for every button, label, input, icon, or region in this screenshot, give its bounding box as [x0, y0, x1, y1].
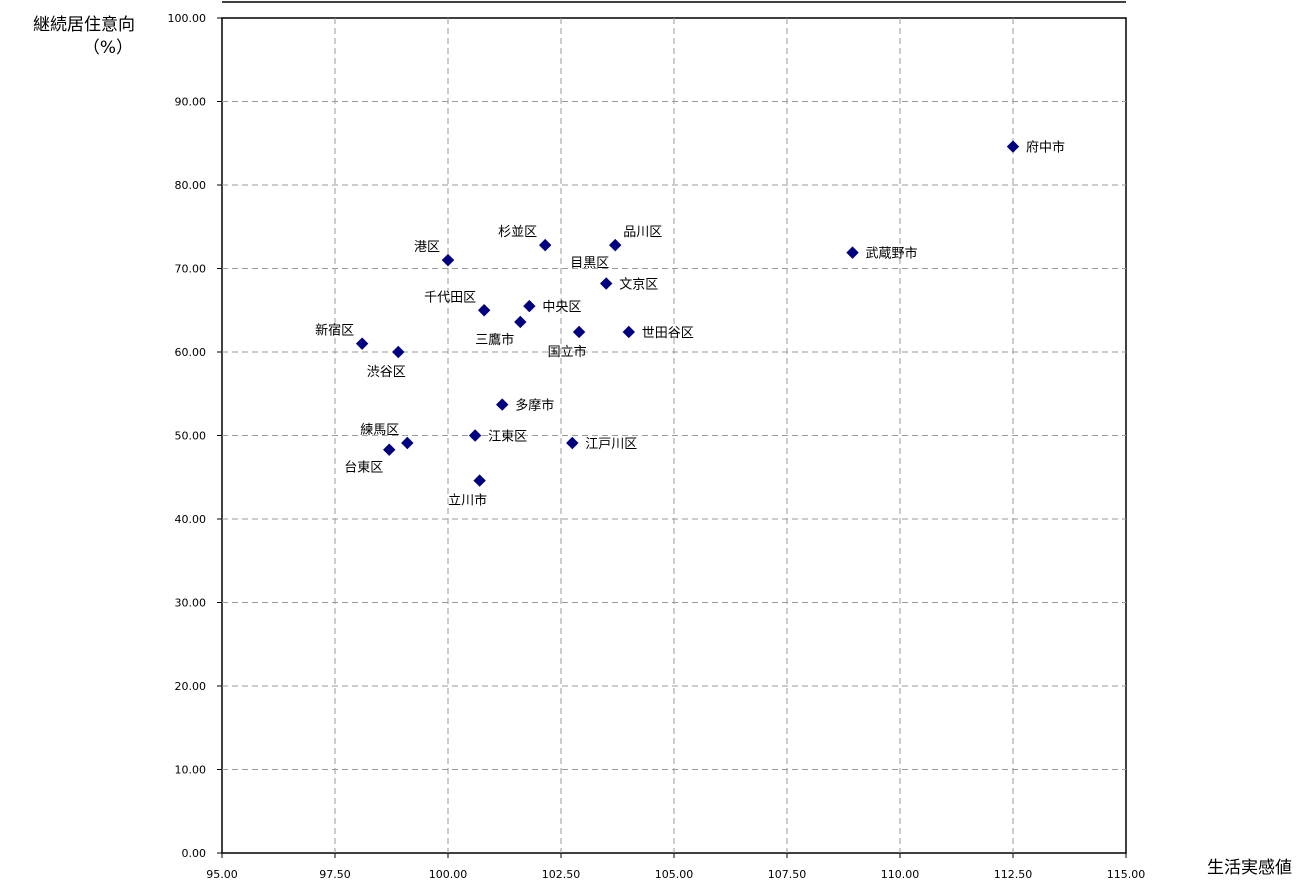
- data-point-marker: [572, 325, 586, 339]
- y-axis-title: 継続居住意向: [33, 15, 135, 35]
- y-tick-label: 80.00: [175, 179, 207, 192]
- data-point-label: 練馬区: [360, 423, 399, 438]
- data-point-label: 三鷹市: [475, 332, 514, 348]
- y-axis-ticks: 0.00 10.00 20.00 30.00 40.00 50.00 60.00 70.00 8…: [168, 12, 222, 860]
- data-point-label: 江東区: [488, 429, 527, 445]
- data-point-marker: [566, 436, 579, 450]
- y-tick-label: 20.00: [175, 680, 207, 693]
- y-tick-label: 60.00: [175, 346, 207, 359]
- data-point-marker: [622, 325, 636, 339]
- data-point-label: 目黒区: [570, 256, 609, 271]
- x-axis-ticks: 95.00 97.50 100.00 102.50 105.00 107.50 110.00…: [206, 853, 1146, 881]
- data-point-label: 台東区: [344, 460, 383, 476]
- data-point-label: 新宿区: [315, 323, 354, 339]
- data-point-marker: [599, 277, 613, 290]
- data-point-label: 立川市: [448, 493, 487, 509]
- x-tick-label: 107.50: [768, 868, 807, 878]
- data-point-label: 世田谷区: [642, 326, 694, 341]
- data-point-label: 千代田区: [424, 290, 476, 305]
- y-tick-label: 50.00: [175, 430, 207, 443]
- data-point-marker: [477, 304, 491, 317]
- data-point-label: 品川区: [623, 225, 662, 240]
- data-point-marker: [514, 315, 527, 329]
- x-tick-label: 95.00: [206, 868, 238, 878]
- data-point-marker: [468, 429, 482, 442]
- x-tick-label: 102.50: [542, 868, 581, 878]
- x-tick-label: 105.00: [655, 868, 694, 878]
- y-tick-label: 90.00: [175, 96, 207, 109]
- data-point-label: 多摩市: [515, 398, 554, 414]
- data-point-label: 江戸川区: [585, 437, 637, 452]
- x-axis-title: 生活実感値: [1207, 858, 1292, 878]
- data-point-marker: [538, 238, 552, 252]
- data-point-marker: [846, 246, 859, 259]
- y-tick-label: 10.00: [175, 764, 207, 777]
- data-point-marker: [496, 398, 509, 411]
- data-point-marker: [355, 337, 369, 350]
- y-tick-label: 40.00: [175, 513, 207, 526]
- x-tick-label: 115.00: [1107, 868, 1146, 878]
- data-point-marker: [441, 253, 455, 267]
- data-point-label: 府中市: [1026, 140, 1065, 156]
- x-tick-label: 112.50: [994, 868, 1033, 878]
- data-point-marker: [392, 345, 405, 359]
- data-point-marker: [1006, 140, 1020, 153]
- data-point-label: 港区: [414, 240, 440, 255]
- data-point-label: 渋谷区: [367, 365, 406, 380]
- y-tick-label: 100.00: [168, 12, 207, 25]
- data-point-marker: [383, 443, 396, 456]
- y-tick-label: 70.00: [175, 263, 207, 276]
- data-point-label: 国立市: [548, 344, 587, 360]
- x-tick-label: 100.00: [429, 868, 468, 878]
- data-point-marker: [473, 474, 486, 487]
- data-point-label: 中央区: [542, 300, 581, 315]
- data-point-label: 武蔵野市: [866, 246, 918, 262]
- y-tick-label: 30.00: [175, 597, 207, 610]
- x-tick-label: 97.50: [319, 868, 351, 878]
- data-points: [355, 140, 1020, 487]
- data-point-marker: [609, 238, 622, 252]
- y-tick-label: 0.00: [182, 847, 207, 860]
- data-point-label: 杉並区: [498, 225, 537, 240]
- data-point-label: 文京区: [619, 278, 658, 293]
- x-tick-label: 110.00: [881, 868, 920, 878]
- data-point-marker: [401, 436, 414, 450]
- grid-layer: [222, 18, 1126, 853]
- data-point-marker: [523, 299, 536, 313]
- y-axis-title-unit: （%）: [83, 38, 133, 58]
